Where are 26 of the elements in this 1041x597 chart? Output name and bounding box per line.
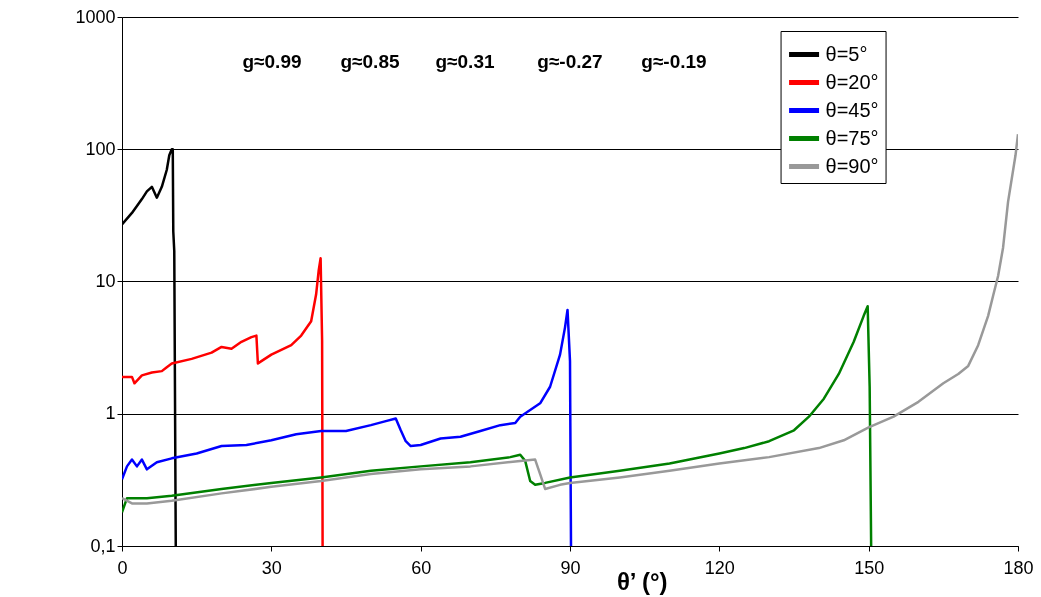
legend-label: θ=45° bbox=[825, 98, 879, 121]
line-series bbox=[122, 304, 873, 546]
x-tick-label: 0 bbox=[117, 557, 128, 578]
x-tick-label: 150 bbox=[854, 557, 885, 578]
annotation: g≈-0.19 bbox=[641, 51, 707, 72]
annotation: g≈0.85 bbox=[340, 51, 400, 72]
annotation: g≈0.31 bbox=[435, 51, 495, 72]
x-tick-label: 30 bbox=[261, 557, 282, 578]
legend-label: θ=20° bbox=[825, 70, 879, 93]
legend-label: θ=90° bbox=[825, 154, 879, 177]
y-tick-label: 1 bbox=[105, 403, 116, 424]
annotation: g≈0.99 bbox=[242, 51, 302, 72]
legend-label: θ=75° bbox=[825, 126, 879, 149]
x-axis-title: θ’ (°) bbox=[616, 567, 668, 595]
y-tick-label: 0,1 bbox=[90, 535, 116, 556]
y-tick-label: 100 bbox=[85, 138, 116, 159]
line-series bbox=[122, 256, 324, 546]
x-tick-label: 180 bbox=[1003, 557, 1034, 578]
annotation: g≈-0.27 bbox=[537, 51, 603, 72]
x-tick-label: 90 bbox=[560, 557, 581, 578]
y-tick-label: 1000 bbox=[75, 6, 116, 27]
line-series bbox=[122, 308, 573, 546]
legend-label: θ=5° bbox=[825, 42, 868, 65]
x-tick-label: 60 bbox=[411, 557, 432, 578]
y-tick-label: 10 bbox=[95, 271, 116, 291]
x-tick-label: 120 bbox=[704, 557, 735, 578]
